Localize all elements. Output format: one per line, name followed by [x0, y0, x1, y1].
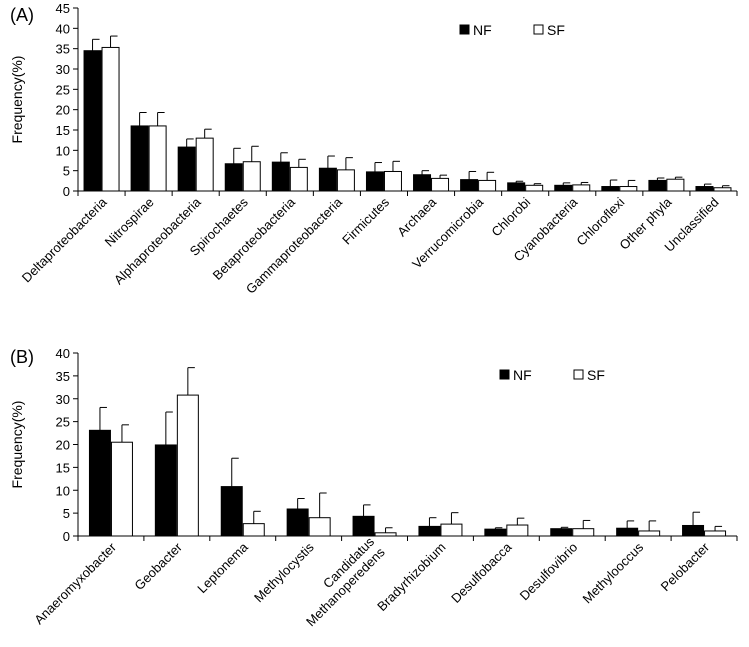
x-category-label: Betaproteobacteria: [210, 194, 299, 283]
bar-nf: [271, 161, 290, 192]
bar-sf: [148, 125, 167, 192]
bar-nf: [177, 146, 196, 192]
x-category-label: Geobacter: [131, 539, 185, 593]
y-tick-label: 15: [56, 460, 70, 475]
y-tick-label: 30: [56, 392, 70, 407]
x-category-label: Archaea: [394, 194, 439, 239]
bar-nf: [418, 525, 441, 537]
x-category-label: Desulfovibrio: [517, 540, 581, 604]
y-tick-label: 40: [56, 21, 70, 36]
y-tick-label: 10: [56, 483, 70, 498]
y-tick-label: 20: [56, 103, 70, 118]
panel-label: (B): [10, 347, 34, 367]
bar-sf: [478, 179, 497, 192]
x-category-label: Pelobacter: [658, 539, 713, 594]
panel-label: (A): [10, 5, 34, 25]
bar-sf: [383, 170, 402, 192]
bar-nf: [601, 186, 620, 192]
bar-nf: [83, 50, 102, 192]
x-category-label: Firmicutes: [339, 194, 392, 247]
x-category-label: Gammaproteobacteria: [243, 194, 346, 297]
bar-sf: [289, 166, 308, 192]
legend-label-sf: SF: [587, 367, 605, 383]
bar-nf: [220, 486, 243, 537]
y-tick-label: 15: [56, 123, 70, 138]
bar-sf: [619, 186, 638, 192]
bar-sf: [572, 528, 595, 537]
x-category-label: Methylooccus: [579, 539, 646, 606]
chart-panel-0: (A) 0 5 10 15 20 25 30 35 40 45 Frequency(%) Deltapr…: [9, 1, 738, 297]
legend-label-sf: SF: [547, 22, 565, 38]
bar-sf: [308, 517, 331, 537]
bar-sf: [713, 187, 732, 192]
y-tick-label: 0: [63, 529, 70, 544]
x-category-label: Bradyrhizobium: [374, 540, 448, 614]
bar-nf: [352, 515, 375, 537]
y-tick-label: 45: [56, 1, 70, 16]
bar-nf: [507, 182, 526, 192]
y-tick-label: 40: [56, 346, 70, 361]
y-tick-label: 20: [56, 438, 70, 453]
y-tick-label: 35: [56, 42, 70, 57]
x-category-label: Anaeromyxobacter: [31, 539, 119, 627]
y-tick-label: 5: [63, 506, 70, 521]
bar-sf: [525, 184, 544, 192]
bar-sf: [242, 161, 261, 192]
y-tick-label: 10: [56, 143, 70, 158]
legend-swatch-nf: [499, 369, 510, 380]
bar-sf: [440, 523, 463, 537]
y-axis-title: Frequency(%): [9, 401, 25, 489]
bar-sf: [176, 394, 199, 537]
bar-nf: [460, 179, 479, 192]
bar-sf: [506, 524, 529, 537]
bar-nf: [682, 524, 705, 537]
bar-nf: [413, 174, 432, 192]
bar-nf: [154, 444, 177, 537]
bar-sf: [666, 178, 685, 192]
bar-sf: [431, 177, 450, 192]
bar-sf: [110, 441, 133, 537]
legend-label-nf: NF: [513, 367, 532, 383]
bar-sf: [572, 184, 591, 192]
x-category-label: Desulfobacca: [448, 539, 515, 606]
legend-swatch-nf: [459, 24, 470, 35]
legend-swatch-sf: [573, 369, 584, 380]
y-tick-label: 30: [56, 62, 70, 77]
y-tick-label: 0: [63, 184, 70, 199]
x-category-label: Alphaproteobacteria: [111, 194, 204, 287]
bar-nf: [550, 528, 573, 537]
bar-nf: [365, 171, 384, 192]
bar-nf: [648, 179, 667, 192]
bar-sf: [336, 169, 355, 192]
x-category-label: Leptonema: [194, 539, 251, 596]
bar-nf: [130, 125, 149, 192]
bar-nf: [695, 186, 714, 192]
bar-nf: [318, 167, 337, 192]
x-category-label: Methylocystis: [251, 539, 317, 605]
legend-label-nf: NF: [473, 22, 492, 38]
y-tick-label: 25: [56, 415, 70, 430]
x-category-label: Deltaproteobacteria: [19, 194, 110, 285]
y-tick-label: 25: [56, 82, 70, 97]
bar-sf: [638, 530, 661, 537]
y-tick-label: 5: [63, 164, 70, 179]
x-category-label: Chlorobi: [488, 194, 533, 239]
y-tick-label: 35: [56, 369, 70, 384]
bar-sf: [242, 523, 265, 537]
bar-sf: [101, 46, 120, 192]
bar-nf: [554, 184, 573, 192]
bar-sf: [195, 137, 214, 192]
bar-nf: [88, 429, 111, 537]
chart-panel-1: (B) 0 5 10 15 20 25 30 35 40 Frequency(%) Anaeromyx…: [9, 346, 738, 629]
y-axis-title: Frequency(%): [9, 56, 25, 144]
bar-nf: [616, 527, 639, 537]
bar-sf: [704, 530, 727, 537]
legend-swatch-sf: [533, 24, 544, 35]
bar-nf: [224, 163, 243, 192]
bar-sf: [374, 532, 397, 537]
bar-nf: [286, 508, 309, 537]
bar-nf: [484, 528, 507, 537]
